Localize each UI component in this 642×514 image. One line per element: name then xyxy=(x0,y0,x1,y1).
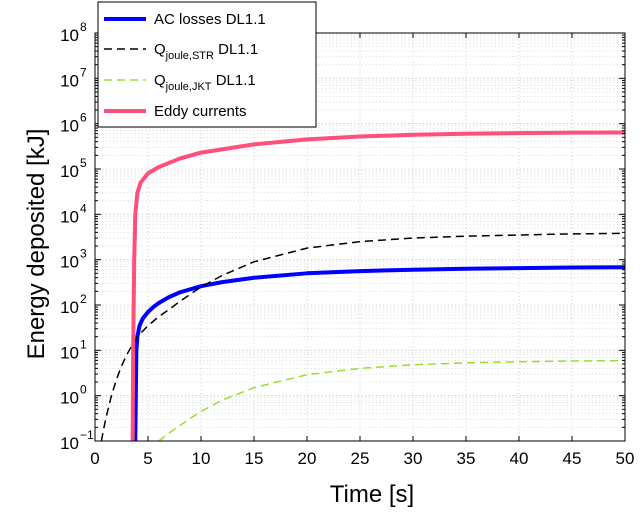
y-tick-label: 10 xyxy=(60,207,79,226)
y-tick-label: 10 xyxy=(60,253,79,272)
x-tick-label: 25 xyxy=(351,449,370,468)
legend: AC losses DL1.1 Qjoule,STR DL1.1 Qjoule,JK… xyxy=(97,1,317,128)
x-tick-label: 10 xyxy=(192,449,211,468)
y-tick-exponent: 1 xyxy=(80,337,87,351)
y-tick-exponent: 5 xyxy=(80,156,87,170)
y-tick-label: 10 xyxy=(60,71,79,90)
x-tick-label: 50 xyxy=(616,449,635,468)
x-tick-label: 40 xyxy=(510,449,529,468)
y-tick-label: 10 xyxy=(60,389,79,408)
x-tick-label: 45 xyxy=(563,449,582,468)
x-tick-label: 20 xyxy=(298,449,317,468)
y-tick-label: 10 xyxy=(60,343,79,362)
y-tick-label: 10 xyxy=(60,117,79,136)
y-tick-exponent: 3 xyxy=(80,247,87,261)
legend-label-3: Qjoule,JKT DL1.1 xyxy=(154,72,256,93)
y-tick-exponent: 2 xyxy=(80,292,87,306)
series-line-4 xyxy=(130,130,626,442)
series-line-2 xyxy=(100,232,626,442)
series-line-1 xyxy=(133,265,626,442)
series-layer xyxy=(100,130,626,442)
x-tick-label: 35 xyxy=(457,449,476,468)
y-axis-label: Energy deposited [kJ] xyxy=(23,129,50,360)
y-tick-label: 10 xyxy=(60,26,79,45)
y-tick-label: 10 xyxy=(60,162,79,181)
x-tick-label: 30 xyxy=(404,449,423,468)
x-tick-label: 15 xyxy=(245,449,264,468)
legend-label-1: AC losses DL1.1 xyxy=(154,11,266,28)
y-tick-label: 10 xyxy=(60,298,79,317)
y-tick-exponent: 8 xyxy=(80,20,87,34)
series-line-3 xyxy=(158,359,626,442)
y-tick-exponent: 4 xyxy=(80,201,87,215)
x-tick-label: 0 xyxy=(90,449,99,468)
legend-label-2: Qjoule,STR DL1.1 xyxy=(154,41,258,62)
legend-box xyxy=(97,1,317,128)
y-tick-exponent: 6 xyxy=(80,111,87,125)
y-tick-exponent: −1 xyxy=(80,428,94,442)
y-tick-exponent: 7 xyxy=(80,65,87,79)
x-tick-label: 5 xyxy=(143,449,152,468)
x-axis-label: Time [s] xyxy=(330,481,414,508)
y-tick-label: 10 xyxy=(60,434,79,453)
y-tick-exponent: 0 xyxy=(80,383,87,397)
legend-label-4: Eddy currents xyxy=(154,103,247,120)
